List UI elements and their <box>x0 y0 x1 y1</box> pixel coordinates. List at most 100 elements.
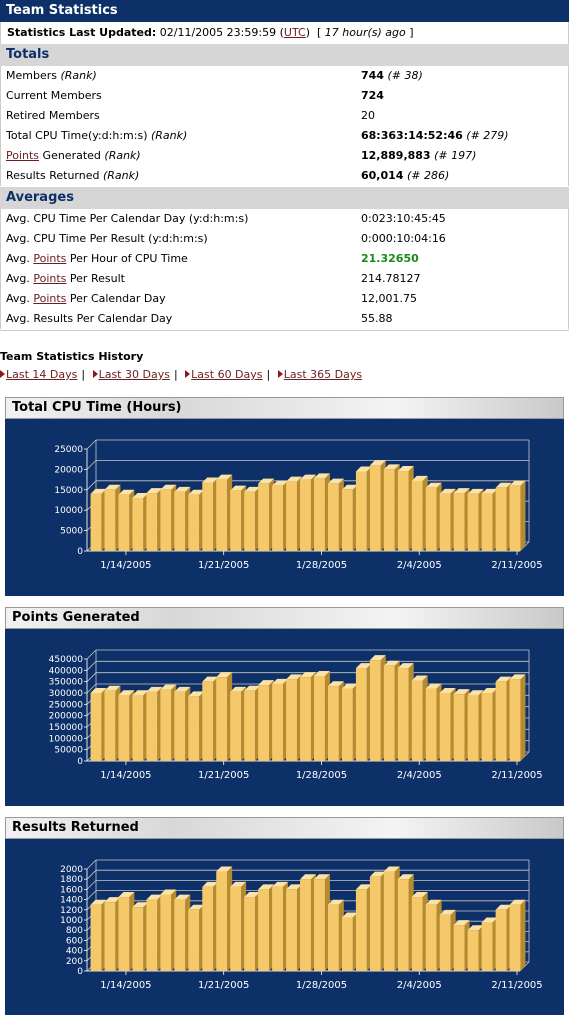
chart-bar <box>118 489 135 551</box>
row-value: 724 <box>361 89 384 102</box>
bar-top <box>369 460 386 466</box>
x-tick-labels: 1/14/2005 1/21/2005 1/28/2005 2/4/2005 2/11/… <box>100 761 543 781</box>
row-value: 0:000:10:04:16 <box>361 232 446 245</box>
bar-face <box>509 485 521 551</box>
y-tick-label: 2000 <box>60 865 83 875</box>
x-tick-label: 2/4/2005 <box>397 980 442 991</box>
bar-face <box>244 491 256 551</box>
chart-bar <box>146 894 163 971</box>
row-value: 12,001.75 <box>361 292 417 305</box>
chart-bar <box>90 488 107 551</box>
bar-top <box>146 894 163 900</box>
totals-row-points: Points Generated (Rank) 12,889,883 (# 19… <box>0 146 569 166</box>
bar-top <box>300 474 316 480</box>
bar-top <box>411 892 428 898</box>
chart-bar <box>314 473 330 551</box>
bar-top <box>118 489 135 495</box>
last-updated-datetime: 02/11/2005 23:59:59 <box>159 26 277 39</box>
bar-face <box>300 677 311 761</box>
y-tick-label: 15000 <box>54 486 83 496</box>
results-chart-panel: 0 200 400 600 800 1000 1200 1400 1600 1800 2000 1/1… <box>5 839 564 1015</box>
avg-row-points-per-result: Avg. Points Per Result 214.78127 <box>0 269 569 289</box>
bar-face <box>244 897 256 971</box>
points-chart-panel: 0 50000 100000 150000 200000 250000 300000 3500… <box>5 629 564 806</box>
bar-face <box>188 494 200 551</box>
bar-face <box>453 694 465 761</box>
chart-bar <box>188 904 205 971</box>
bar-top <box>300 874 316 880</box>
row-label: Avg. CPU Time Per Calendar Day (y:d:h:m:… <box>6 212 249 225</box>
bar-top <box>383 866 400 872</box>
bar-face <box>230 886 242 971</box>
bar-face <box>272 886 284 971</box>
chart-bar <box>258 478 275 551</box>
bar-face <box>341 688 353 761</box>
bar-top <box>481 688 498 693</box>
points-link[interactable]: Points <box>33 292 67 305</box>
link-last-30-days[interactable]: Last 30 Days <box>98 368 170 381</box>
utc-link[interactable]: UTC <box>283 26 306 39</box>
bar-top <box>272 881 289 887</box>
y-tick-label: 50000 <box>54 746 83 756</box>
chart-bar <box>411 675 428 761</box>
chart-bar <box>509 899 526 971</box>
points-link[interactable]: Points <box>33 272 67 285</box>
totals-row-current-members: Current Members 724 <box>0 86 569 106</box>
bar-top <box>160 889 177 895</box>
chart-bar <box>495 482 512 551</box>
bar-top <box>495 482 512 488</box>
chart-bar <box>467 690 484 761</box>
y-tick-label: 1400 <box>60 896 83 906</box>
bar-top <box>188 489 205 495</box>
chart-bar <box>341 683 358 761</box>
bar-face <box>481 693 493 761</box>
bar-top <box>202 676 219 682</box>
history-title: Team Statistics History <box>0 350 144 363</box>
bar-face <box>425 688 437 761</box>
bar-face <box>453 925 465 971</box>
chart-bar <box>369 655 386 761</box>
row-label: Generated <box>39 149 101 162</box>
bar-face <box>355 471 367 551</box>
bar-top <box>495 676 512 682</box>
points-link[interactable]: Points <box>6 149 40 162</box>
totals-row-results: Results Returned (Rank) 60,014 (# 286) <box>0 166 569 186</box>
rank-label: (Rank) <box>60 69 97 82</box>
bar-face <box>174 491 186 551</box>
link-last-14-days[interactable]: Last 14 Days <box>6 368 78 381</box>
chart-bar <box>146 686 163 761</box>
chart-bar <box>467 488 484 551</box>
chart-bar <box>272 678 289 761</box>
chart-bar <box>314 671 330 761</box>
bar-face <box>90 693 102 761</box>
y-tick-label: 600 <box>66 936 83 946</box>
bar-face <box>160 894 172 971</box>
cpu-time-chart: 0 5000 10000 15000 20000 25000 1/14/2005 1/21/2… <box>54 439 543 571</box>
bar-top <box>300 672 316 678</box>
chart-bar <box>383 660 400 761</box>
y-tick-label: 200 <box>66 957 83 967</box>
bar-face <box>383 871 395 971</box>
bar-top <box>104 484 121 490</box>
chart-bar <box>216 474 233 551</box>
chart-bars <box>90 460 526 551</box>
grid-line-depth <box>86 859 97 870</box>
table-bottom-border <box>0 330 569 331</box>
bar-face <box>230 490 242 551</box>
chart-bar <box>327 681 344 761</box>
points-link[interactable]: Points <box>33 252 67 265</box>
bar-face <box>481 922 493 971</box>
rank-label: (Rank) <box>102 169 140 182</box>
link-last-60-days[interactable]: Last 60 Days <box>191 368 263 381</box>
separator: | <box>266 368 271 381</box>
chart-bar <box>132 690 149 761</box>
bar-top <box>132 690 149 696</box>
bar-face <box>286 889 297 971</box>
results-chart-title: Results Returned <box>5 817 564 839</box>
bar-face <box>369 876 381 971</box>
link-last-365-days[interactable]: Last 365 Days <box>283 368 363 381</box>
bar-top <box>146 686 163 692</box>
bar-face <box>216 479 228 551</box>
bar-face <box>160 489 172 551</box>
chart-bar <box>397 466 414 551</box>
